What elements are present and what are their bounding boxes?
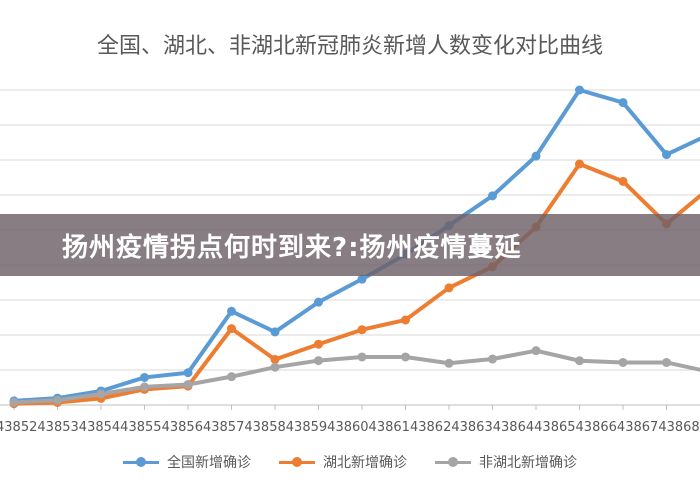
data-point [227,372,236,382]
data-point [140,372,149,382]
data-point [227,306,236,316]
data-point [183,380,193,390]
data-point [575,159,584,169]
data-point [575,356,584,366]
data-point [444,283,454,293]
data-point [618,98,628,108]
data-point [183,368,193,378]
data-point [140,382,149,392]
legend-item: 非湖北新增确诊 [435,452,577,472]
data-point [270,362,280,372]
data-point [662,150,671,160]
data-point [618,176,628,186]
data-point [357,325,367,335]
data-point [488,354,497,364]
x-tick-labels: 4385243853438544385543856438574385843859… [0,420,700,435]
chart-legend: 全国新增确诊 湖北新增确诊 非湖北新增确诊 [0,452,700,472]
data-point [96,389,106,399]
series-points [9,85,671,409]
data-point [401,352,410,362]
x-tick-label: 4385243853438544385543856438574385843859… [0,420,700,435]
legend-swatch [123,456,159,468]
data-point [531,151,541,161]
data-point [357,274,367,284]
legend-label: 全国新增确诊 [167,455,251,471]
data-point [357,352,367,362]
data-point [444,358,454,368]
legend-swatch [279,456,315,468]
data-point [270,327,280,337]
data-point [227,324,236,334]
data-point [575,85,584,95]
data-point [531,346,541,356]
data-point [314,356,323,366]
data-point [9,397,19,407]
data-point [314,339,323,349]
legend-swatch [435,456,471,468]
legend-label: 非湖北新增确诊 [479,455,577,471]
chart-title: 全国、湖北、非湖北新冠肺炎新增人数变化对比曲线 [96,34,603,59]
legend-label: 湖北新增确诊 [323,455,407,471]
banner-text: 扬州疫情拐点何时到来?:扬州疫情蔓延 [62,232,522,263]
data-point [662,357,671,367]
data-point [488,191,497,201]
data-point [314,297,323,307]
gridlines [0,89,700,410]
legend-item: 湖北新增确诊 [279,452,407,472]
data-point [53,395,62,405]
data-point [618,357,628,367]
data-point [401,315,410,325]
overlay-banner: 扬州疫情拐点何时到来?:扬州疫情蔓延 [0,214,700,276]
legend-item: 全国新增确诊 [123,452,251,472]
data-point [270,354,280,364]
